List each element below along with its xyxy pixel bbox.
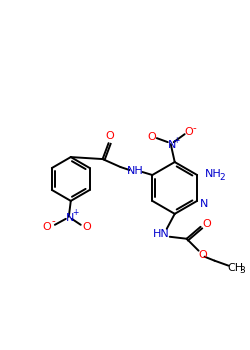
Text: CH: CH <box>227 262 244 273</box>
Text: N: N <box>66 213 74 223</box>
Text: 3: 3 <box>240 266 245 275</box>
Text: -: - <box>51 216 55 226</box>
Text: +: + <box>174 136 180 145</box>
Text: +: + <box>72 208 79 217</box>
Text: O: O <box>198 250 207 260</box>
Text: NH: NH <box>127 166 144 176</box>
Text: O: O <box>82 222 91 232</box>
Text: 2: 2 <box>219 174 225 182</box>
Text: O: O <box>105 131 114 141</box>
Text: -: - <box>193 123 196 133</box>
Text: O: O <box>184 127 193 137</box>
Text: HN: HN <box>152 229 169 239</box>
Text: O: O <box>202 219 211 229</box>
Text: NH: NH <box>205 169 222 179</box>
Text: N: N <box>168 140 176 150</box>
Text: O: O <box>42 222 51 232</box>
Text: O: O <box>148 132 156 142</box>
Text: N: N <box>200 199 208 209</box>
